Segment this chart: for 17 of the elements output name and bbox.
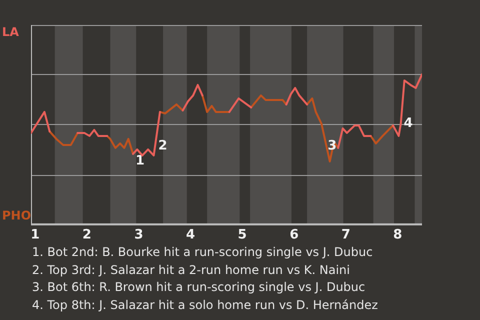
x-tick-label: 8: [393, 228, 402, 243]
annotation: PHO: [2, 208, 32, 223]
x-tick-label: 7: [341, 228, 350, 243]
x-tick-label: 4: [186, 228, 196, 243]
x-tick-label: 6: [290, 228, 299, 243]
x-tick-label: 2: [82, 228, 92, 243]
annotation: 1: [136, 153, 145, 168]
text: LA: [2, 25, 20, 40]
text: 1. Bot 2nd: B. Bourke hit a run-scoring single vs J. Dubuc: [32, 244, 374, 261]
text: 2. Top 3rd: J. Salazar hit a 2-run home run vs K. Naini: [32, 262, 351, 278]
x-tick-label: 3: [134, 228, 144, 243]
annotation: 4: [404, 116, 413, 131]
text: 4. Top 8th: J. Salazar hit a solo home run vs D. Hernández: [32, 296, 378, 314]
text: 3. Bot 6th: R. Brown hit a run-scoring single vs J. Dubuc: [32, 279, 366, 296]
x-tick-label: 1: [30, 228, 40, 243]
x-tick-label: 5: [238, 228, 247, 243]
annotation: 2: [158, 138, 168, 154]
